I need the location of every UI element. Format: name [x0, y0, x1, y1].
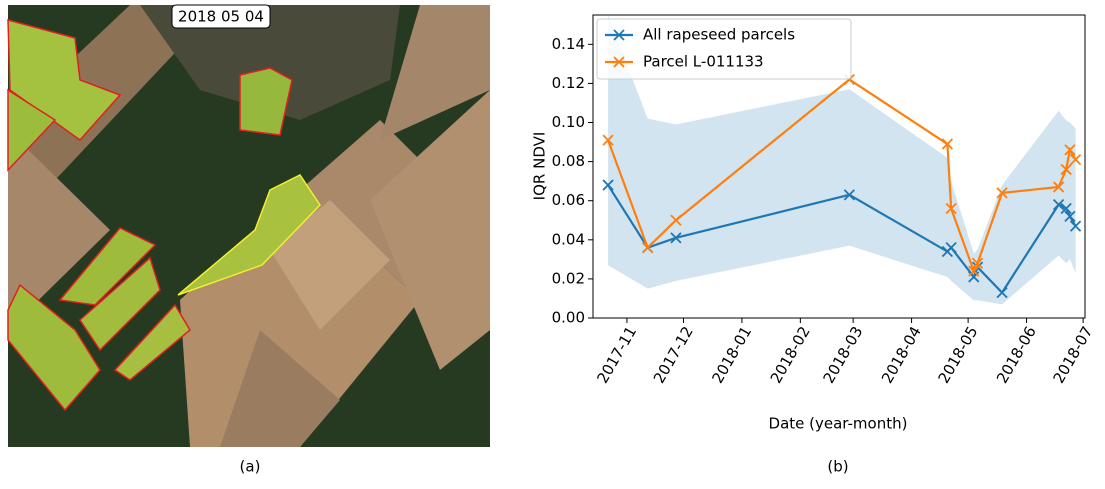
point-marker [642, 241, 654, 254]
x-tick-label: 2017-11 [593, 323, 640, 386]
x-tick-label: 2017-12 [650, 323, 697, 386]
point-marker [971, 257, 984, 269]
point-marker [1060, 202, 1072, 215]
point-marker [602, 134, 614, 146]
x-tick-label: 2018-07 [1050, 323, 1097, 386]
x-tick-label: 2018-02 [767, 323, 814, 386]
point-marker [1052, 181, 1065, 193]
y-tick-label: 0.02 [552, 269, 585, 287]
point-marker [945, 202, 957, 215]
y-tick-label: 0.10 [552, 113, 585, 131]
caption-a: (a) [240, 458, 261, 476]
point-marker [1064, 210, 1076, 222]
y-tick-label: 0.12 [552, 74, 585, 92]
x-tick-label: 2018-06 [993, 323, 1040, 386]
y-tick-label: 0.00 [552, 309, 585, 327]
legend-label: All rapeseed parcels [643, 26, 795, 44]
point-marker [996, 286, 1008, 299]
point-marker [996, 187, 1008, 199]
legend-marker [613, 29, 625, 41]
satellite-image: 2018 05 04 [7, 4, 490, 447]
point-marker [1052, 198, 1065, 211]
y-tick-label: 0.04 [552, 230, 585, 248]
point-marker [1064, 144, 1076, 156]
caption-b: (b) [827, 458, 848, 476]
point-marker [941, 138, 954, 150]
x-axis-label: Date (year-month) [769, 415, 908, 433]
x-tick-label: 2018-04 [878, 323, 925, 386]
x-tick-label: 2018-05 [935, 323, 982, 386]
image-date: 2018 05 04 [178, 8, 264, 26]
point-marker [602, 179, 614, 191]
y-tick-label: 0.06 [552, 191, 585, 209]
axes-frame [592, 14, 1086, 319]
legend-label: Parcel L-011133 [643, 53, 764, 71]
y-tick-label: 0.14 [552, 35, 585, 53]
legend-marker [613, 56, 625, 68]
point-marker [1069, 154, 1082, 166]
point-marker [843, 189, 856, 201]
point-marker [968, 265, 980, 277]
legend-box [596, 18, 852, 80]
point-marker [670, 214, 682, 226]
point-marker [945, 241, 957, 254]
x-tick-label: 2018-01 [708, 323, 755, 386]
y-axis-label: IQR NDVI [531, 132, 549, 201]
y-tick-label: 0.08 [552, 152, 585, 170]
x-tick-label: 2018-03 [820, 323, 867, 386]
point-marker [670, 232, 682, 244]
point-marker [1060, 163, 1072, 176]
point-marker [1069, 220, 1082, 232]
